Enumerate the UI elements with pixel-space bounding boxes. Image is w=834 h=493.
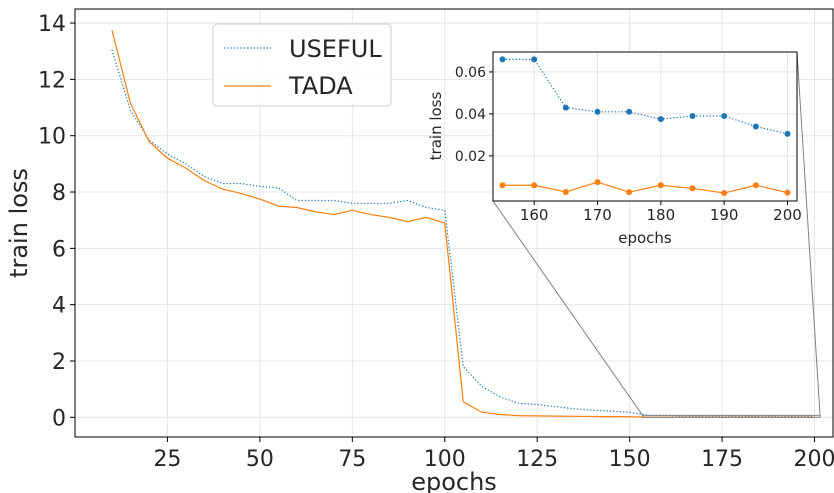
inset-x-tick-label: 200 xyxy=(773,206,802,224)
y-tick-label: 2 xyxy=(52,350,66,375)
inset-line-useful xyxy=(502,58,788,135)
zoom-connector-lines xyxy=(492,51,821,418)
y-axis-label: train loss xyxy=(5,168,33,278)
x-tick-label: 175 xyxy=(701,447,743,472)
inset-y-tick-label: 0.04 xyxy=(455,107,486,123)
inset-point-tada xyxy=(657,182,664,189)
inset-point-useful xyxy=(752,123,759,130)
zoom-connector-right xyxy=(796,51,821,416)
inset-point-tada xyxy=(752,182,759,189)
x-tick-label: 50 xyxy=(246,447,274,472)
inset-point-useful xyxy=(689,113,696,120)
inset-x-tick-label: 190 xyxy=(710,206,739,224)
y-tick-label: 10 xyxy=(38,125,66,150)
main-plot-frame xyxy=(74,8,834,438)
x-axis-label: epochs xyxy=(411,468,497,493)
x-tick-label: 125 xyxy=(516,447,558,472)
x-tick-label: 200 xyxy=(794,447,834,472)
inset-point-useful xyxy=(562,104,569,111)
inset-line-tada xyxy=(502,181,788,194)
main-x-ticks: 25 50 75 100 125 150 175 200 xyxy=(153,437,834,472)
main-y-ticks: 0 2 4 6 8 10 12 14 xyxy=(38,12,75,431)
inset-plot: 160 170 180 190 200 0.02 0.04 0.06 epochs trai… xyxy=(427,51,802,247)
inset-y-ticks: 0.02 0.04 0.06 xyxy=(455,65,493,165)
y-tick-label: 0 xyxy=(52,406,66,431)
y-tick-label: 12 xyxy=(38,68,66,93)
inset-point-tada xyxy=(721,190,728,197)
x-tick-label: 100 xyxy=(424,447,466,472)
legend: USEFUL TADA xyxy=(212,23,392,107)
zoom-region-box xyxy=(642,414,821,418)
y-tick-label: 8 xyxy=(52,181,66,206)
inset-x-tick-label: 170 xyxy=(583,206,612,224)
inset-point-useful xyxy=(626,108,633,115)
inset-y-tick-label: 0.02 xyxy=(455,149,486,165)
inset-x-tick-label: 180 xyxy=(647,206,676,224)
legend-useful-label: USEFUL xyxy=(289,35,382,63)
zoom-connector-left xyxy=(492,200,643,416)
inset-frame xyxy=(492,51,798,202)
inset-x-ticks: 160 170 180 190 200 xyxy=(520,201,802,224)
y-tick-label: 6 xyxy=(52,237,66,262)
inset-point-tada xyxy=(626,189,633,196)
inset-y-axis-label: train loss xyxy=(427,91,445,160)
inset-series xyxy=(499,56,791,197)
inset-y-tick-label: 0.06 xyxy=(455,65,486,81)
x-tick-label: 150 xyxy=(609,447,651,472)
inset-point-tada xyxy=(689,185,696,192)
inset-grid xyxy=(493,52,797,201)
inset-point-tada xyxy=(562,188,569,195)
inset-point-tada xyxy=(531,182,538,189)
inset-point-useful xyxy=(594,108,601,115)
x-tick-label: 25 xyxy=(153,447,181,472)
inset-background xyxy=(493,52,797,201)
inset-point-useful xyxy=(657,116,664,123)
inset-point-tada xyxy=(784,189,791,196)
inset-point-useful xyxy=(499,56,506,63)
inset-point-useful xyxy=(721,113,728,120)
inset-point-useful xyxy=(784,130,791,137)
inset-x-axis-label: epochs xyxy=(618,229,672,247)
y-tick-label: 4 xyxy=(52,294,66,319)
inset-point-tada xyxy=(594,179,601,186)
x-tick-label: 75 xyxy=(338,447,366,472)
inset-x-tick-label: 160 xyxy=(520,206,549,224)
inset-point-useful xyxy=(531,56,538,63)
y-tick-label: 14 xyxy=(38,12,66,37)
inset-point-tada xyxy=(499,182,506,189)
legend-tada-label: TADA xyxy=(288,72,353,100)
